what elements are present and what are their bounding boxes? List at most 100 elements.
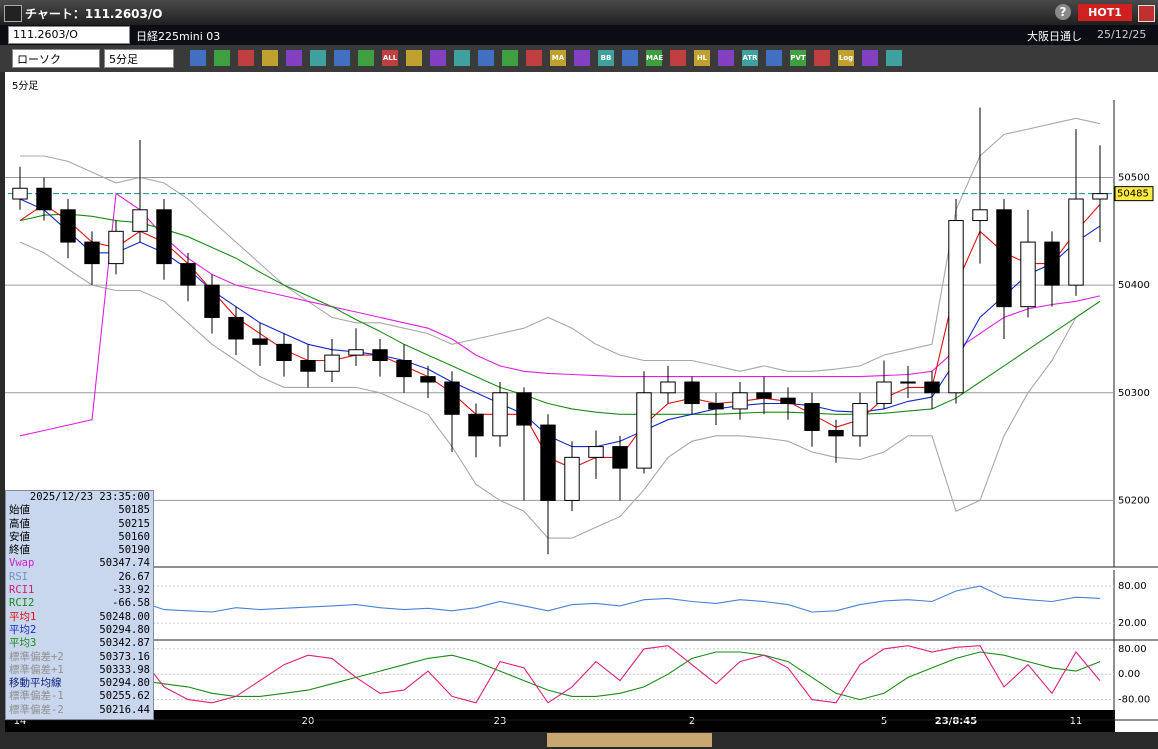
tool-icon[interactable]	[430, 50, 446, 66]
y-tick-label: 50500	[1118, 173, 1150, 184]
x-tick-label: 2	[689, 716, 695, 727]
tool-icon[interactable]: MA	[550, 50, 566, 66]
info-row: 標準偏差+2 50373.16	[6, 651, 153, 664]
info-value: 50294.80	[99, 623, 150, 636]
info-value: 50216.44	[99, 703, 150, 716]
candle-body	[276, 343, 292, 361]
info-row: 安値 50160	[6, 531, 153, 544]
tool-icon[interactable]	[766, 50, 782, 66]
candle-body	[1020, 241, 1036, 308]
info-value: 50160	[118, 530, 150, 543]
tool-icon[interactable]	[478, 50, 494, 66]
info-row: 標準偏差+1 50333.98	[6, 664, 153, 677]
app-icon	[4, 5, 22, 22]
window-title: チャート：111.2603/O	[25, 7, 163, 21]
hot-button[interactable]: HOT1	[1078, 4, 1132, 21]
candle-body	[588, 446, 604, 458]
tool-icon[interactable]	[238, 50, 254, 66]
tool-icon[interactable]: ATR	[742, 50, 758, 66]
tool-icon[interactable]	[862, 50, 878, 66]
info-label: RSI	[9, 570, 28, 583]
info-label: Vwap	[9, 557, 35, 570]
tool-icon[interactable]	[886, 50, 902, 66]
tool-icon[interactable]	[262, 50, 278, 66]
tool-icon[interactable]	[334, 50, 350, 66]
candle-body	[12, 187, 28, 200]
tool-icon[interactable]	[358, 50, 374, 66]
interval-select[interactable]: 5分足	[104, 49, 174, 68]
candle-body	[900, 381, 916, 384]
tool-icon[interactable]: Log	[838, 50, 854, 66]
tool-icon[interactable]	[814, 50, 830, 66]
tool-icon[interactable]	[406, 50, 422, 66]
info-label: 平均3	[9, 637, 37, 650]
info-label: 標準偏差+2	[9, 650, 64, 663]
info-label: RCI1	[9, 584, 35, 597]
info-row: RCI1 -33.92	[6, 584, 153, 597]
chart-style-select[interactable]: ローソク	[12, 49, 100, 68]
candle-body	[1068, 198, 1084, 286]
tool-icon[interactable]	[670, 50, 686, 66]
date: 25/12/25	[1097, 28, 1147, 41]
tool-icon[interactable]	[310, 50, 326, 66]
y-tick-label: 0.00	[1118, 669, 1140, 680]
candle-body	[492, 392, 508, 437]
candle-body	[300, 359, 316, 372]
x-tick-label: 5	[881, 716, 887, 727]
tool-icon[interactable]	[574, 50, 590, 66]
tool-icon[interactable]: PVT	[790, 50, 806, 66]
candle-body	[540, 424, 556, 501]
info-value: 50347.74	[99, 557, 150, 570]
candle-body	[372, 349, 388, 361]
indicator-line	[20, 117, 1101, 372]
candle-body	[108, 230, 124, 265]
x-tick-label: 23	[494, 716, 507, 727]
scroll-thumb[interactable]	[547, 733, 712, 747]
tool-icon[interactable]: BB	[598, 50, 614, 66]
x-tick-label: 14	[14, 716, 27, 727]
tool-icon[interactable]: MAE	[646, 50, 663, 66]
candle-body	[1044, 241, 1060, 286]
info-label: 平均2	[9, 623, 37, 636]
toolbar: ローソク 5分足 ALL MA BB MAE HL ATR PVT Log	[0, 45, 1158, 72]
tool-icon[interactable]	[286, 50, 302, 66]
indicator-line	[19, 651, 1101, 701]
candle-body	[732, 392, 748, 410]
x-axis-strip	[5, 710, 1115, 732]
info-label: 平均1	[9, 610, 37, 623]
info-value: 50185	[118, 504, 150, 517]
candle-body	[756, 392, 772, 399]
info-row: 平均1 50248.00	[6, 611, 153, 624]
candle-body	[612, 446, 628, 469]
candle-body	[660, 381, 676, 394]
info-row: 始値 50185	[6, 504, 153, 517]
tool-icon[interactable]	[622, 50, 638, 66]
candle-body	[564, 456, 580, 501]
symbol-input[interactable]: 111.2603/O	[8, 26, 130, 44]
tool-icon[interactable]	[718, 50, 734, 66]
indicator-line	[19, 645, 1101, 704]
close-button[interactable]	[1138, 5, 1155, 22]
help-button[interactable]: ?	[1055, 4, 1071, 20]
info-row: 平均2 50294.80	[6, 624, 153, 637]
tool-icon[interactable]: HL	[694, 50, 710, 66]
candle-body	[228, 316, 244, 340]
tool-icon[interactable]	[190, 50, 206, 66]
candle-body	[420, 376, 436, 383]
candle-body	[636, 392, 652, 469]
tool-icon[interactable]	[454, 50, 470, 66]
candle-body	[468, 413, 484, 437]
info-value: 50342.87	[99, 637, 150, 650]
candle-body	[852, 403, 868, 437]
info-value: 26.67	[118, 570, 150, 583]
tool-icon[interactable]	[526, 50, 542, 66]
indicator-line	[19, 192, 1101, 437]
header-bar: 111.2603/O 日経225mini 03 大阪日通し 25/12/25	[0, 25, 1158, 45]
info-value: 50255.62	[99, 690, 150, 703]
tool-icon[interactable]	[214, 50, 230, 66]
tool-icon[interactable]	[502, 50, 518, 66]
tool-icon[interactable]: ALL	[382, 50, 398, 66]
candle-body	[804, 403, 820, 431]
